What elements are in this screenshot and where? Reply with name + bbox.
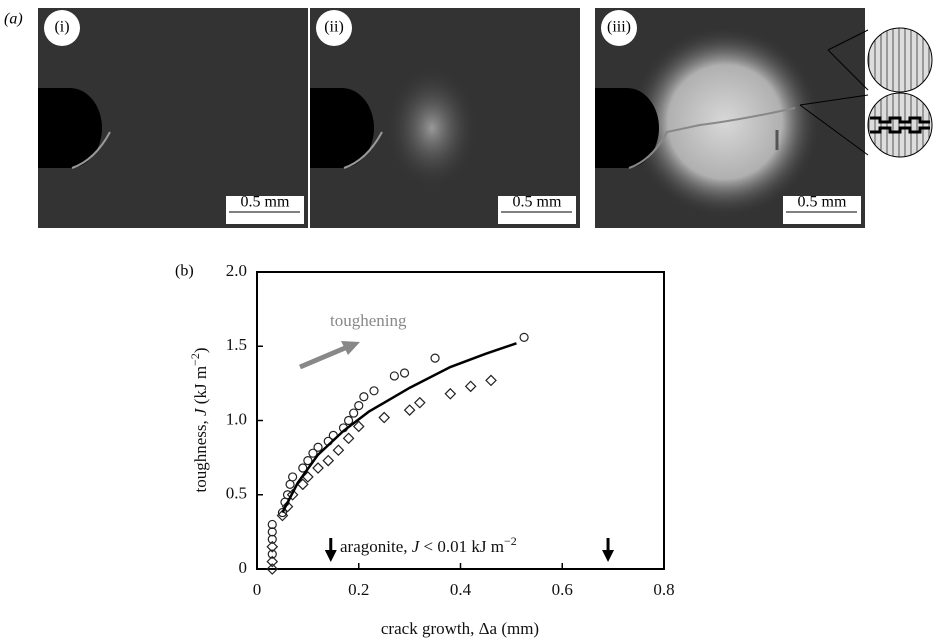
point: [485, 374, 497, 387]
annotation-arrow: [341, 341, 360, 355]
annotation-arrow: [299, 345, 346, 370]
x-tick-label: 0.8: [653, 580, 674, 599]
point: [308, 448, 318, 458]
photo: (iii) 0.5 mm: [595, 8, 933, 228]
photo-label: (ii): [324, 19, 344, 36]
scale-label: 0.5 mm: [241, 194, 290, 211]
y-tick-label: 0.5: [226, 484, 247, 503]
point: [403, 404, 416, 416]
point: [298, 463, 308, 473]
label-part: J: [191, 407, 210, 416]
y-tick-label: 0: [239, 558, 248, 577]
fit-line: [281, 342, 517, 514]
point: [354, 401, 364, 411]
y-tick-label: 1.0: [226, 409, 247, 428]
label-part: −2: [188, 353, 202, 366]
y-tick-label: 2.0: [226, 261, 247, 280]
annotation: toughening: [330, 311, 407, 330]
point: [444, 387, 457, 400]
label-part: ): [191, 348, 210, 354]
label-part: aragonite,: [340, 537, 412, 556]
point: [276, 509, 289, 522]
panel-label: (b): [175, 263, 194, 280]
point: [389, 371, 399, 381]
point: [266, 540, 279, 553]
point: [267, 519, 277, 530]
point: [285, 479, 295, 489]
photo-label: (i): [54, 19, 69, 36]
photo: (ii) 0.5 mm: [310, 8, 580, 228]
x-tick-label: 0: [253, 580, 262, 599]
scale-label: 0.5 mm: [798, 194, 847, 211]
plot-frame: [256, 271, 665, 570]
point: [430, 353, 440, 363]
label-part: −2: [504, 534, 517, 548]
point: [267, 549, 277, 559]
point: [369, 386, 379, 396]
photo-label: (iii): [607, 19, 631, 36]
point: [413, 396, 426, 409]
point: [378, 411, 391, 424]
point: [519, 332, 529, 342]
scale-label: 0.5 mm: [513, 194, 562, 211]
point: [464, 380, 477, 393]
photo: (i) 0.5 mm: [38, 8, 308, 228]
label-part: J: [412, 537, 421, 556]
point: [303, 455, 313, 466]
point: [296, 478, 309, 491]
point: [342, 432, 355, 445]
marker-arrow: [324, 550, 337, 562]
y-tick-label: 1.5: [226, 335, 247, 354]
point: [286, 488, 299, 501]
point: [399, 368, 410, 378]
x-tick-label: 0.6: [552, 580, 573, 599]
x-axis-label: crack growth, Δa (mm): [381, 619, 539, 638]
annotation: aragonite, J < 0.01 kJ m−2: [340, 534, 517, 556]
point: [288, 472, 298, 482]
point: [312, 462, 324, 474]
point: [359, 392, 369, 402]
label-part: (kJ m: [191, 366, 210, 409]
panel-label: (a): [4, 11, 23, 28]
label-part: toughness,: [191, 416, 210, 493]
x-tick-label: 0.4: [450, 580, 472, 599]
point: [322, 454, 335, 467]
marker-arrow: [602, 550, 615, 562]
point: [277, 507, 288, 518]
point: [267, 527, 277, 537]
point: [281, 500, 294, 513]
point: [352, 420, 365, 433]
y-axis-label: toughness, J (kJ m−2): [188, 348, 210, 493]
label-part: < 0.01 kJ m: [419, 537, 504, 556]
x-tick-label: 0.2: [348, 580, 369, 599]
point: [349, 408, 359, 418]
point: [332, 444, 345, 457]
point: [313, 442, 323, 452]
point: [343, 415, 354, 426]
point: [266, 563, 279, 575]
point: [266, 555, 279, 568]
